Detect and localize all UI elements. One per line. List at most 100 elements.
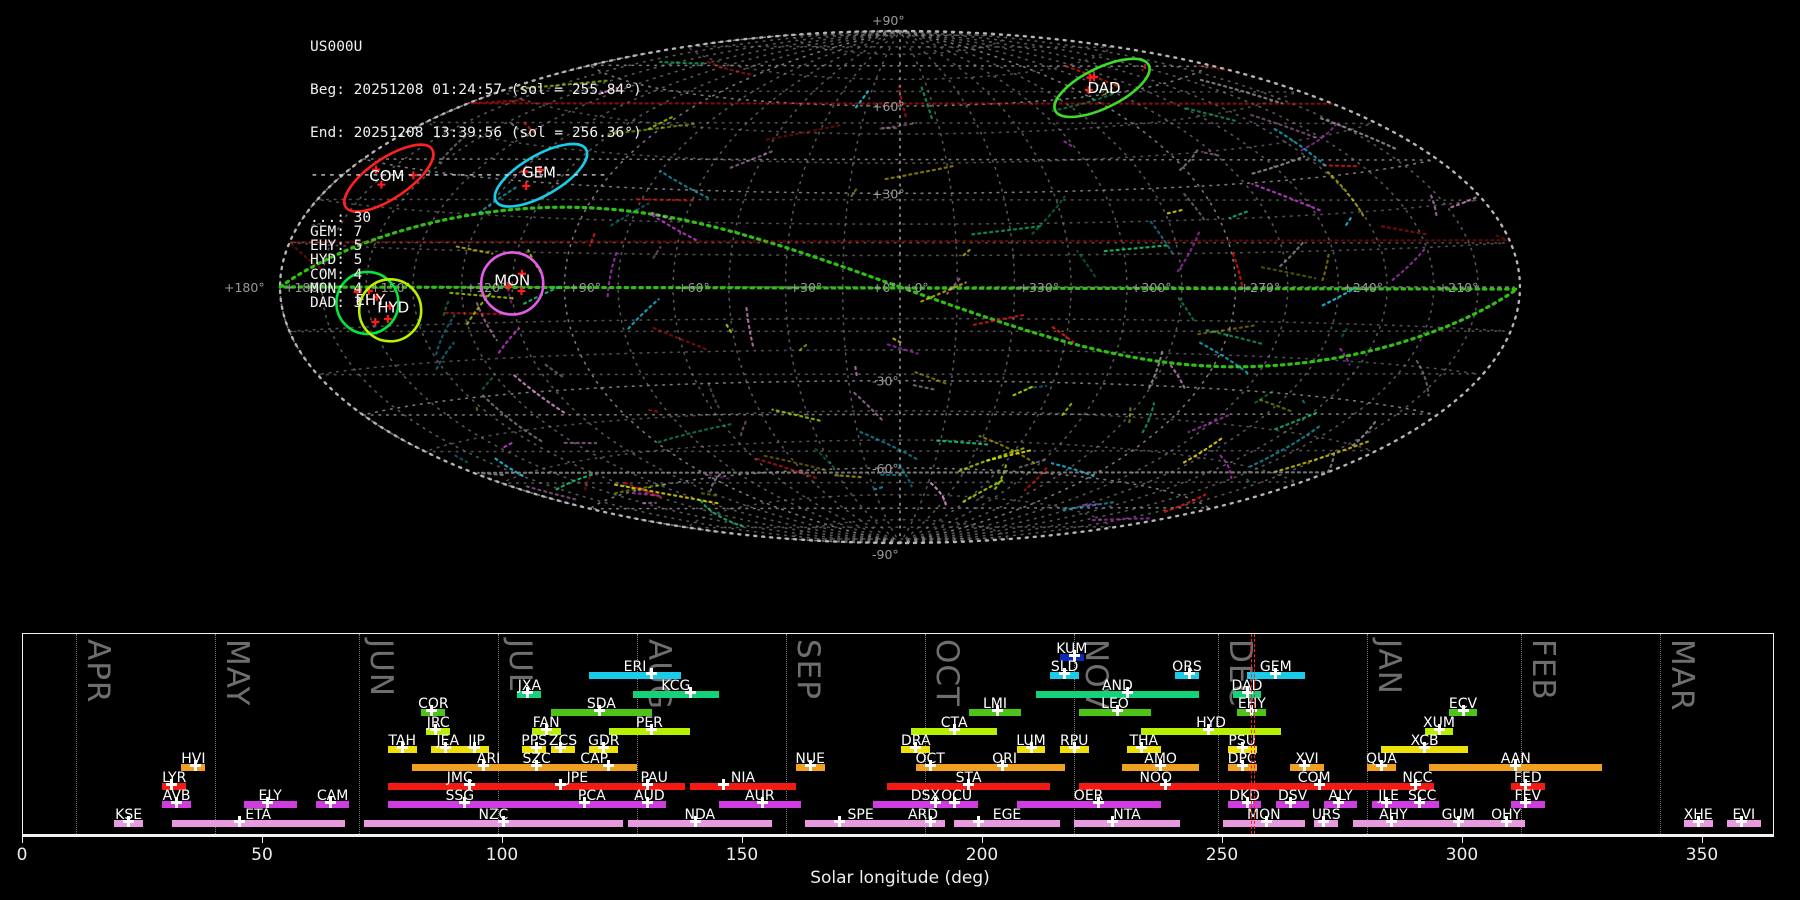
- shower-label-ETA: ETA: [245, 806, 272, 823]
- shower-bar-ARI[interactable]: [411, 764, 566, 772]
- shower-bar-NOO[interactable]: [1079, 782, 1233, 790]
- shower-bar-ARD[interactable]: [901, 819, 945, 827]
- x-tick-50: [262, 835, 264, 843]
- shower-bar-SPE[interactable]: [805, 819, 916, 827]
- shower-bar-NDA[interactable]: [627, 819, 772, 827]
- shower-peak-LEO: [1111, 705, 1123, 717]
- shower-bar-CAP[interactable]: [551, 764, 638, 772]
- shower-peak-SLD: [1059, 668, 1071, 680]
- shower-peak-HVI: [190, 760, 202, 772]
- shower-bar-ERI[interactable]: [589, 672, 681, 680]
- shower-bar-JMC[interactable]: [387, 782, 532, 790]
- shower-bar-KCG[interactable]: [632, 690, 719, 698]
- shower-bar-ETA[interactable]: [171, 819, 345, 827]
- x-tick-100: [502, 835, 504, 843]
- shower-peak-MON: [1260, 815, 1272, 827]
- shower-bar-NCC[interactable]: [1400, 782, 1435, 790]
- shower-bar-ALY[interactable]: [1323, 801, 1358, 809]
- shower-bar-JIP[interactable]: [464, 746, 489, 753]
- shower-bar-JRC[interactable]: [426, 727, 451, 735]
- shower-peak-JEA: [439, 742, 451, 753]
- shower-count-EHY: EHY: 5: [310, 238, 363, 255]
- shower-label-OCU: OCU: [941, 788, 973, 805]
- shower-bar-AUD[interactable]: [632, 801, 667, 809]
- shower-peak-CAM: [324, 797, 336, 809]
- shower-bar-HVI[interactable]: [181, 764, 206, 772]
- shower-peak-ARD: [924, 815, 936, 827]
- shower-count-otherotherother: ...: 30: [310, 209, 372, 226]
- shower-bar-SDA[interactable]: [551, 709, 652, 717]
- radiant-label-DAD: DAD: [1087, 79, 1120, 97]
- shower-bar-ORI[interactable]: [944, 764, 1065, 772]
- shower-label-OCT: OCT: [915, 751, 945, 768]
- shower-label-OER: OER: [1073, 788, 1104, 805]
- shower-bar-ELY[interactable]: [243, 801, 297, 809]
- shower-bar-EGE[interactable]: [954, 819, 1060, 827]
- shower-bar-AUR[interactable]: [719, 801, 801, 809]
- shower-bar-PAU[interactable]: [623, 782, 686, 790]
- shower-bar-JXA[interactable]: [517, 690, 542, 698]
- shower-bar-CAM[interactable]: [315, 801, 350, 809]
- month-divider-FEB: [1520, 634, 1522, 834]
- x-tick-150: [742, 835, 744, 843]
- shower-peak-FED: [1519, 778, 1531, 790]
- x-tick-label-200: 200: [965, 845, 999, 865]
- shower-bar-JPE[interactable]: [531, 782, 623, 790]
- shower-bar-PER[interactable]: [608, 727, 691, 735]
- shower-label-JXA: JXA: [517, 677, 542, 694]
- shower-bar-URS[interactable]: [1314, 819, 1339, 827]
- shower-bar-JEA[interactable]: [431, 746, 465, 753]
- shower-bar-KUM[interactable]: [1059, 654, 1084, 661]
- shower-bar-OER[interactable]: [1016, 801, 1161, 809]
- shower-bar-FED[interactable]: [1511, 782, 1545, 790]
- shower-bar-DKD[interactable]: [1227, 801, 1262, 809]
- dec-label-+90: +90°: [872, 13, 905, 28]
- shower-bar-JLE[interactable]: [1371, 801, 1406, 809]
- shower-bar-DSX[interactable]: [872, 801, 979, 809]
- shower-peak-KUM: [1068, 650, 1080, 661]
- ra-label-270: +270°: [1240, 280, 1281, 295]
- shower-bar-OCU[interactable]: [944, 801, 969, 809]
- x-tick-200: [982, 835, 984, 843]
- shower-bar-MON[interactable]: [1223, 819, 1305, 827]
- shower-bar-COR[interactable]: [421, 709, 446, 717]
- shower-label-DRA: DRA: [901, 733, 931, 749]
- shower-bar-NTA[interactable]: [1074, 819, 1180, 827]
- shower-count-COM: COM: 4: [310, 266, 363, 283]
- x-axis-line: [22, 835, 1774, 837]
- shower-bar-SCC[interactable]: [1405, 801, 1439, 809]
- shower-bar-THA[interactable]: [1127, 746, 1161, 753]
- shower-bar-AHY[interactable]: [1352, 819, 1435, 827]
- ra-label-240: +240°: [1342, 280, 1383, 295]
- shower-bar-ZCS[interactable]: [551, 746, 575, 753]
- shower-peak-AUR: [756, 797, 768, 809]
- shower-bar-NZC[interactable]: [363, 819, 623, 827]
- shower-bar-AND[interactable]: [1035, 690, 1199, 698]
- shower-bar-SSG[interactable]: [387, 801, 532, 809]
- shower-bar-LYR[interactable]: [162, 782, 187, 790]
- shower-label-ELY: ELY: [258, 788, 282, 805]
- shower-peak-ELY: [262, 797, 274, 809]
- shower-bar-PPS[interactable]: [522, 746, 547, 753]
- radiant-member-cross: [504, 281, 513, 290]
- shower-bar-COM[interactable]: [1227, 782, 1401, 790]
- shower-bar-DSV[interactable]: [1275, 801, 1310, 809]
- shower-peak-NCC: [1409, 778, 1421, 790]
- shower-bar-PCA[interactable]: [531, 801, 652, 809]
- dec-label--30: -30°: [872, 374, 899, 389]
- shower-bar-ORS[interactable]: [1175, 672, 1199, 680]
- shower-bar-NIA[interactable]: [690, 782, 796, 790]
- month-divider-SEP: [786, 634, 788, 834]
- sky-map-svg: +180° +150° +120° +90° +60° +30° +0° +330° +300°…: [224, 13, 1523, 562]
- month-divider-NOV: [1074, 634, 1076, 834]
- shower-peak-THA: [1135, 742, 1147, 753]
- shower-peak-CTA: [948, 723, 960, 735]
- shower-bar-FEV[interactable]: [1511, 801, 1545, 809]
- shower-bar-LEO[interactable]: [1079, 709, 1151, 717]
- shower-bar-LMI[interactable]: [968, 709, 1022, 717]
- shower-bar-HYD[interactable]: [1141, 727, 1281, 735]
- shower-label-AND: AND: [1101, 677, 1133, 694]
- ra-label-120: +120°: [466, 280, 507, 295]
- shower-bar-EVI[interactable]: [1727, 819, 1761, 827]
- shower-bar-XVI[interactable]: [1290, 764, 1324, 772]
